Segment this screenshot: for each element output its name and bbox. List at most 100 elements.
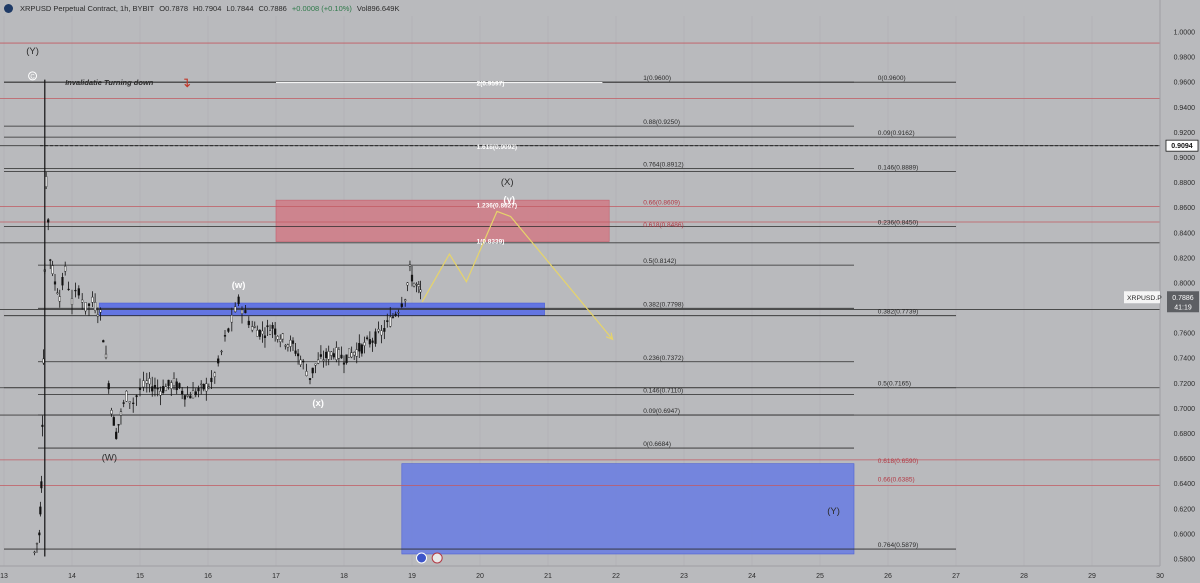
candles	[33, 172, 422, 556]
fib-label: 0.09(0.6947)	[643, 408, 680, 415]
candle-body	[281, 333, 284, 340]
fib-label: 0.382(0.7798)	[643, 301, 683, 308]
candle-body	[419, 289, 422, 293]
candle-body	[91, 296, 94, 303]
target-zone	[401, 463, 855, 555]
x-tick-label: 16	[204, 573, 212, 580]
y-tick-label: 0.9400	[1174, 105, 1196, 112]
y-tick-label: 0.9000	[1174, 155, 1196, 162]
wave-label: (w)	[232, 280, 246, 291]
candle-body	[237, 296, 240, 304]
symbol-tag-box	[1124, 291, 1160, 304]
fib-label: 0.382(0.7739)	[878, 309, 918, 316]
y-tick-label: 0.8400	[1174, 230, 1196, 237]
candle-body	[183, 395, 186, 400]
candle-body	[135, 395, 138, 398]
change-value: +0.0008 (+0.10%)	[291, 3, 352, 13]
candle-body	[39, 506, 42, 515]
y-tick-label: 0.6400	[1174, 481, 1196, 488]
candle-body	[327, 351, 330, 360]
x-tick-label: 25	[816, 573, 824, 580]
candle-body	[345, 354, 348, 364]
fib-label: 1(0.9600)	[643, 75, 671, 82]
candle-body	[175, 381, 178, 391]
candle-body	[194, 391, 197, 396]
y-tick-label: 0.6800	[1174, 431, 1196, 438]
x-tick-label: 20	[476, 573, 484, 580]
candle-body	[251, 326, 254, 331]
candle-body	[40, 481, 43, 489]
candle-body	[377, 328, 380, 332]
candle-body	[308, 378, 312, 380]
candle-body	[314, 363, 317, 366]
high-value: H0.7904	[193, 3, 222, 13]
candle-body	[200, 383, 203, 385]
candle-body	[417, 284, 420, 287]
y-tick-label: 0.9200	[1174, 130, 1196, 137]
fib-label: 0.236(0.7372)	[643, 355, 683, 362]
candle-body	[99, 309, 102, 313]
fib-label: 0.09(0.9162)	[878, 130, 915, 137]
fib-label: 0.5(0.7165)	[878, 381, 911, 388]
y-tick-label: 1.0000	[1174, 30, 1196, 37]
x-tick-label: 28	[1020, 573, 1028, 580]
candle-body	[291, 340, 295, 344]
candle-body	[56, 292, 59, 294]
fib-label: 0.236(0.8450)	[878, 219, 918, 226]
candle-body	[227, 328, 230, 332]
candle-body	[297, 353, 300, 357]
x-tick-label: 22	[612, 573, 620, 580]
candle-body	[389, 316, 392, 327]
x-tick-label: 29	[1088, 573, 1096, 580]
candle-body	[213, 372, 216, 377]
candle-body	[41, 424, 44, 427]
symbol-title[interactable]: XRPUSD Perpetual Contract, 1h, BYBIT	[20, 3, 155, 13]
fib-label: 2(0.9597)	[477, 81, 505, 88]
candle-body	[170, 382, 173, 389]
event-icon	[416, 552, 428, 564]
x-tick-label: 27	[952, 573, 960, 580]
candle-body	[96, 314, 99, 317]
projection-arrow	[605, 332, 614, 341]
wave-label: (y)	[503, 195, 515, 206]
candle-body	[371, 340, 374, 343]
candle-body	[223, 335, 227, 337]
candle-body	[406, 282, 409, 286]
y-tick-label: 0.7200	[1174, 381, 1196, 388]
candle-body	[164, 386, 167, 392]
candle-body	[325, 351, 328, 358]
candle-body	[104, 353, 108, 358]
candle-body	[77, 288, 80, 296]
candle-body	[256, 329, 259, 337]
invalidation-note: Invalidatie Turning down	[65, 78, 154, 87]
candle-body	[220, 350, 223, 353]
candle-body	[61, 277, 64, 286]
y-tick-label: 0.7000	[1174, 406, 1196, 413]
fib-label: 0.146(0.8889)	[878, 164, 918, 171]
x-tick-label: 30	[1156, 573, 1164, 580]
candle-body	[81, 299, 84, 303]
candle-body	[322, 359, 325, 361]
fib-label: 0.5(0.8142)	[643, 258, 676, 265]
y-tick-label: 0.8600	[1174, 205, 1196, 212]
candle-body	[142, 380, 145, 388]
open-value: O0.7878	[159, 3, 189, 13]
candle-body	[125, 390, 128, 402]
candle-body	[415, 283, 418, 286]
candle-body	[189, 395, 192, 399]
candle-body	[335, 347, 338, 360]
candle-body	[332, 353, 335, 358]
candle-body	[178, 383, 181, 388]
low-value: L0.7844	[226, 3, 254, 13]
candle-body	[266, 325, 269, 328]
candle-body	[330, 351, 333, 356]
x-tick-label: 15	[136, 573, 144, 580]
marked-price-text: 0.9094	[1171, 143, 1193, 150]
candle-body	[263, 335, 267, 339]
y-tick-label: 0.8800	[1174, 180, 1196, 187]
candle-body	[210, 377, 213, 383]
candle-body	[258, 329, 261, 337]
y-tick-label: 0.6000	[1174, 531, 1196, 538]
fib-label: 0.88(0.9250)	[643, 119, 680, 126]
